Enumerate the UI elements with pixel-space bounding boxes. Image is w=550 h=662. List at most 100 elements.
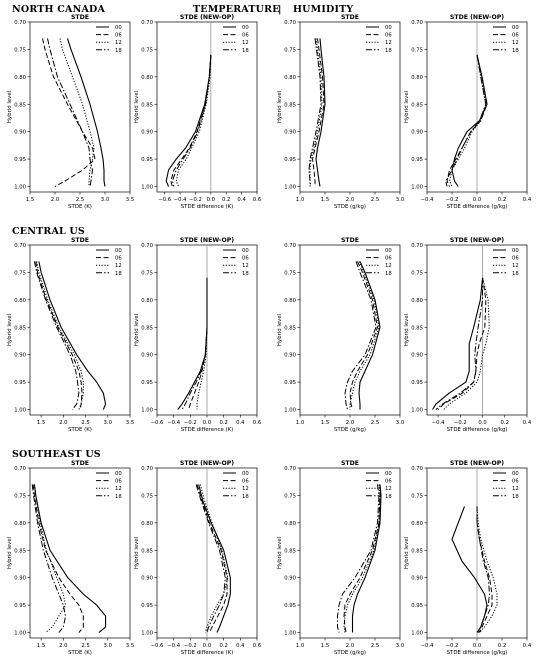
legend-label-06: 06 bbox=[512, 33, 519, 39]
legend-label-06: 06 bbox=[385, 33, 392, 39]
series-line-00 bbox=[33, 484, 107, 633]
series-line-00 bbox=[358, 261, 381, 410]
x-axis-label: STDE difference (K) bbox=[181, 650, 234, 656]
y-tick-label: 1.00 bbox=[411, 185, 423, 191]
series-line-18 bbox=[171, 54, 212, 187]
chart-title: STDE bbox=[341, 14, 359, 21]
x-tick-label: 2.5 bbox=[76, 197, 84, 203]
x-tick-label: 2.5 bbox=[371, 197, 379, 203]
y-tick-label: 0.70 bbox=[141, 20, 153, 26]
y-axis-label: Hybrid level bbox=[134, 91, 140, 123]
y-tick-label: 0.70 bbox=[284, 243, 296, 249]
legend-label-12: 12 bbox=[115, 40, 122, 46]
legend-label-12: 12 bbox=[512, 40, 519, 46]
x-tick-label: 3.5 bbox=[126, 643, 134, 649]
y-tick-label: 1.00 bbox=[14, 408, 26, 414]
y-tick-label: 1.00 bbox=[141, 185, 153, 191]
x-tick-label: 0.4 bbox=[523, 197, 532, 203]
legend-label-00: 00 bbox=[115, 248, 122, 254]
plot-frame bbox=[29, 244, 131, 416]
y-tick-label: 0.95 bbox=[284, 380, 296, 386]
y-tick-label: 0.90 bbox=[141, 353, 153, 359]
x-tick-label: 3.0 bbox=[396, 643, 405, 649]
series-line-06 bbox=[196, 484, 228, 633]
y-tick-label: 0.85 bbox=[141, 102, 153, 108]
legend-label-06: 06 bbox=[242, 33, 249, 39]
x-axis-label: STDE (g/kg) bbox=[334, 650, 366, 656]
x-tick-label: −0.6 bbox=[151, 643, 164, 649]
y-tick-label: 0.75 bbox=[141, 270, 153, 276]
series-line-12 bbox=[309, 38, 323, 187]
y-tick-label: 0.70 bbox=[284, 20, 296, 26]
x-tick-label: 2.5 bbox=[371, 643, 379, 649]
x-tick-label: 2.0 bbox=[51, 197, 60, 203]
legend-label-18: 18 bbox=[115, 271, 122, 277]
chart-title: STDE (NEW-OP) bbox=[180, 237, 234, 244]
x-tick-label: −0.4 bbox=[421, 197, 434, 203]
y-tick-label: 1.00 bbox=[411, 631, 423, 637]
legend-label-00: 00 bbox=[385, 471, 392, 477]
series-line-12 bbox=[349, 261, 380, 410]
y-tick-label: 0.80 bbox=[284, 521, 296, 527]
x-tick-label: 3.5 bbox=[126, 197, 134, 203]
y-tick-label: 0.80 bbox=[14, 75, 26, 81]
x-axis-label: STDE difference (g/kg) bbox=[447, 427, 508, 433]
series-line-06 bbox=[170, 54, 212, 187]
series-line-12 bbox=[476, 506, 498, 633]
y-tick-label: 0.85 bbox=[411, 102, 423, 108]
chart-panel: STDE 1.0 1.5 2.0 2.5 3.0 0.70 0.75 0.80 0.85 0.90 0… bbox=[277, 237, 405, 433]
y-tick-label: 0.75 bbox=[411, 47, 423, 53]
y-tick-label: 0.70 bbox=[411, 20, 423, 26]
y-tick-label: 1.00 bbox=[284, 185, 296, 191]
legend-label-06: 06 bbox=[385, 479, 392, 485]
series-line-00 bbox=[38, 261, 107, 410]
y-tick-label: 0.80 bbox=[14, 298, 26, 304]
series-line-06 bbox=[312, 38, 325, 187]
series-line-18 bbox=[47, 38, 93, 187]
x-tick-label: −0.6 bbox=[158, 197, 171, 203]
legend-label-12: 12 bbox=[385, 263, 392, 269]
y-tick-label: 0.80 bbox=[141, 298, 153, 304]
chart-panel: STDE 1.5 2.0 2.5 3.0 3.5 0.70 0.75 0.80 0.85 0.90 0… bbox=[7, 237, 134, 433]
legend-label-06: 06 bbox=[385, 256, 392, 262]
x-tick-label: 1.5 bbox=[37, 643, 45, 649]
y-tick-label: 0.70 bbox=[284, 466, 296, 472]
series-line-06 bbox=[32, 484, 84, 633]
series-line-18 bbox=[344, 261, 377, 410]
x-axis-label: STDE difference (K) bbox=[181, 427, 234, 433]
y-tick-label: 0.75 bbox=[284, 270, 296, 276]
legend-label-00: 00 bbox=[242, 25, 249, 31]
y-tick-label: 0.95 bbox=[14, 157, 26, 163]
y-tick-label: 1.00 bbox=[14, 185, 26, 191]
x-axis-label: STDE (K) bbox=[68, 650, 92, 656]
y-tick-label: 1.00 bbox=[14, 631, 26, 637]
x-tick-label: 1.0 bbox=[296, 643, 305, 649]
y-tick-label: 0.95 bbox=[141, 157, 153, 163]
series-line-06 bbox=[437, 277, 487, 410]
chart-title: STDE bbox=[71, 14, 89, 21]
chart-panel: STDE 1.5 2.0 2.5 3.0 3.5 0.70 0.75 0.80 0.85 0.90 0… bbox=[7, 14, 134, 210]
y-tick-label: 0.90 bbox=[411, 353, 423, 359]
series-line-00 bbox=[66, 38, 106, 187]
series-line-18 bbox=[181, 277, 208, 410]
x-tick-label: −0.2 bbox=[446, 197, 459, 203]
legend-label-00: 00 bbox=[385, 248, 392, 254]
x-tick-label: 3.0 bbox=[396, 420, 405, 426]
legend-label-12: 12 bbox=[385, 40, 392, 46]
y-tick-label: 0.85 bbox=[141, 325, 153, 331]
legend-label-06: 06 bbox=[242, 256, 249, 262]
y-tick-label: 0.90 bbox=[14, 130, 26, 136]
legend-label-06: 06 bbox=[512, 256, 519, 262]
chart-title: STDE bbox=[71, 460, 89, 467]
legend-label-18: 18 bbox=[242, 48, 249, 54]
legend-label-06: 06 bbox=[115, 256, 122, 262]
chart-title: STDE (NEW-OP) bbox=[450, 14, 504, 21]
legend-label-18: 18 bbox=[512, 48, 519, 54]
y-tick-label: 0.95 bbox=[14, 603, 26, 609]
series-line-06 bbox=[35, 261, 83, 410]
series-line-18 bbox=[195, 484, 226, 633]
y-tick-label: 0.90 bbox=[284, 130, 296, 136]
y-tick-label: 1.00 bbox=[141, 408, 153, 414]
legend-label-00: 00 bbox=[115, 471, 122, 477]
